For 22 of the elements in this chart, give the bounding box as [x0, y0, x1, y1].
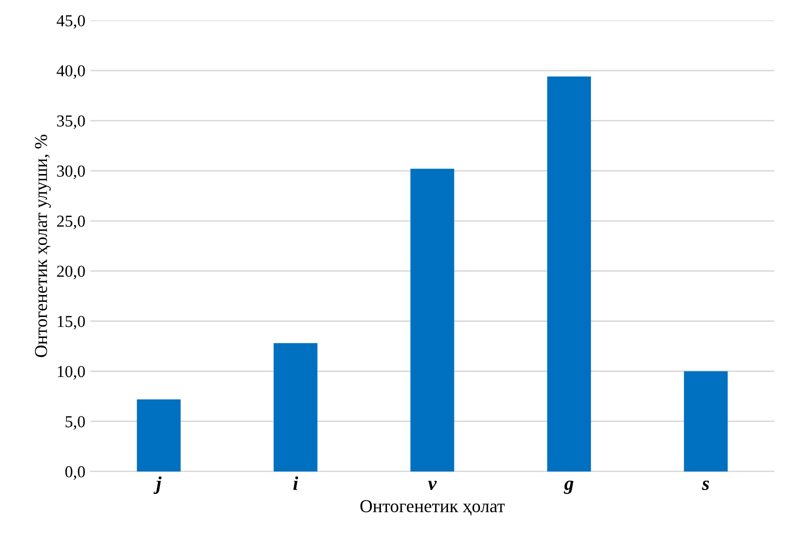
x-tick-label: g — [564, 480, 574, 494]
x-tick-label: s — [702, 480, 710, 490]
y-tick-label: 35,0 — [57, 115, 85, 129]
bar — [136, 399, 181, 472]
bar — [547, 76, 591, 472]
y-tick-label: 40,0 — [56, 65, 85, 79]
y-axis-title: Онтогенетик ҳолат улуши, % — [34, 134, 51, 358]
bar — [410, 168, 454, 472]
y-tick-label: 5,0 — [66, 416, 85, 430]
bar — [684, 371, 728, 472]
x-tick-label: i — [293, 476, 298, 490]
bar — [274, 343, 318, 472]
y-tick-label: 20,0 — [57, 266, 85, 280]
y-tick-label: 15,0 — [58, 316, 85, 330]
x-axis-title: Онтогенетик ҳолат — [360, 500, 505, 516]
y-tick-label: 10,0 — [58, 366, 85, 380]
x-tick-label: j — [154, 476, 162, 494]
y-tick-label: 25,0 — [57, 216, 85, 230]
y-tick-label: 45,0 — [56, 15, 85, 29]
y-tick-label: 30,0 — [57, 165, 85, 180]
x-tick-label: v — [428, 480, 437, 490]
y-tick-label: 0,0 — [65, 466, 85, 480]
